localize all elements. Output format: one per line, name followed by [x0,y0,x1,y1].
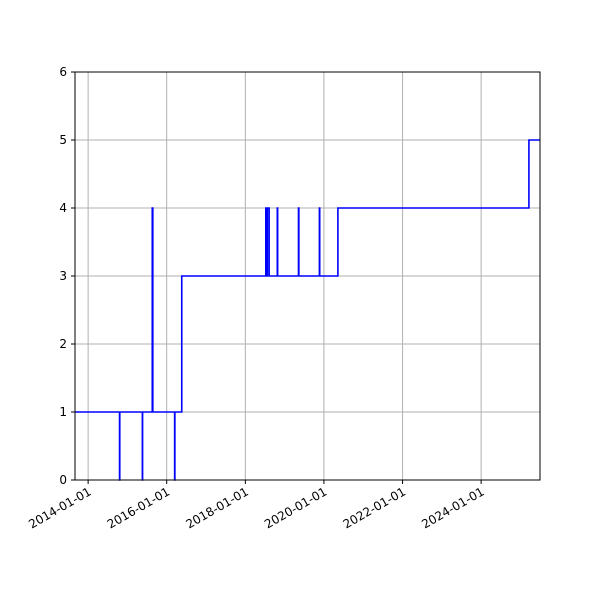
y-tick-label: 6 [59,65,67,79]
x-tick-label: 2018-01-01 [183,484,250,531]
series-line [75,139,540,481]
x-tick-label: 2014-01-01 [26,484,93,531]
y-tick-label: 5 [59,133,67,147]
x-tick-label: 2024-01-01 [419,484,486,531]
y-tick-label: 3 [59,269,67,283]
y-tick-label: 2 [59,337,67,351]
y-tick-label: 1 [59,405,67,419]
y-tick-label: 0 [59,473,67,487]
y-tick-label: 4 [59,201,67,215]
x-tick-label: 2022-01-01 [341,484,408,531]
x-tick-label: 2020-01-01 [262,484,329,531]
x-tick-label: 2016-01-01 [105,484,172,531]
